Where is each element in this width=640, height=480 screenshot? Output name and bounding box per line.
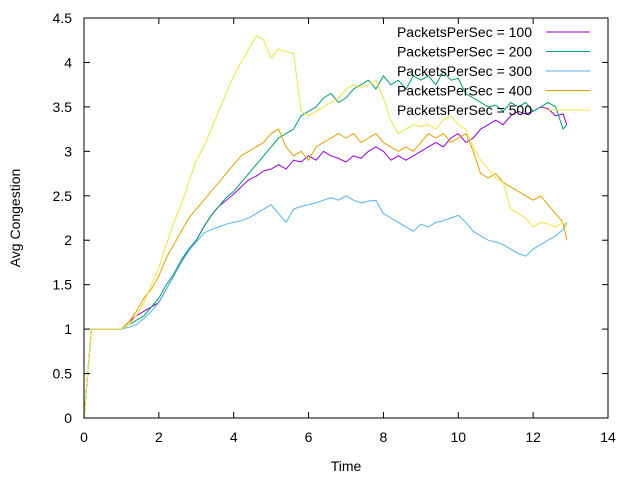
y-tick-label: 0 bbox=[64, 410, 72, 426]
y-tick-label: 4.5 bbox=[53, 10, 73, 26]
y-axis-title: Avg Congestion bbox=[7, 169, 23, 268]
legend-label: PacketsPerSec = 100 bbox=[397, 24, 532, 40]
x-tick-label: 6 bbox=[305, 429, 313, 445]
y-tick-label: 1.5 bbox=[53, 277, 73, 293]
y-tick-label: 0.5 bbox=[53, 366, 73, 382]
x-axis-title: Time bbox=[331, 458, 362, 474]
legend-label: PacketsPerSec = 400 bbox=[397, 83, 532, 99]
x-tick-label: 8 bbox=[380, 429, 388, 445]
legend: PacketsPerSec = 100 PacketsPerSec = 200 Pa… bbox=[397, 24, 590, 118]
series-layer bbox=[83, 35, 568, 419]
y-tick-label: 1 bbox=[64, 321, 72, 337]
x-tick-label: 2 bbox=[155, 429, 163, 445]
x-tick-label: 14 bbox=[600, 429, 616, 445]
series-line-3 bbox=[83, 195, 568, 419]
x-tick-label: 10 bbox=[450, 429, 466, 445]
x-tick-label: 4 bbox=[230, 429, 238, 445]
x-tick-label: 0 bbox=[80, 429, 88, 445]
legend-label: PacketsPerSec = 300 bbox=[397, 63, 532, 79]
x-tick-label: 12 bbox=[525, 429, 541, 445]
legend-label: PacketsPerSec = 500 bbox=[397, 102, 532, 118]
x-axis: 0 2 4 6 8 10 12 14 bbox=[80, 18, 616, 445]
y-tick-label: 4 bbox=[64, 54, 72, 70]
y-axis: 0 0.5 1 1.5 2 2.5 3 3.5 4 4.5 bbox=[53, 10, 608, 426]
y-tick-label: 3 bbox=[64, 143, 72, 159]
series-line-5 bbox=[83, 35, 568, 419]
legend-label: PacketsPerSec = 200 bbox=[397, 44, 532, 60]
y-tick-label: 3.5 bbox=[53, 99, 73, 115]
y-tick-label: 2.5 bbox=[53, 188, 73, 204]
series-line-2 bbox=[83, 70, 568, 419]
y-tick-label: 2 bbox=[64, 232, 72, 248]
plot-frame bbox=[83, 17, 609, 419]
